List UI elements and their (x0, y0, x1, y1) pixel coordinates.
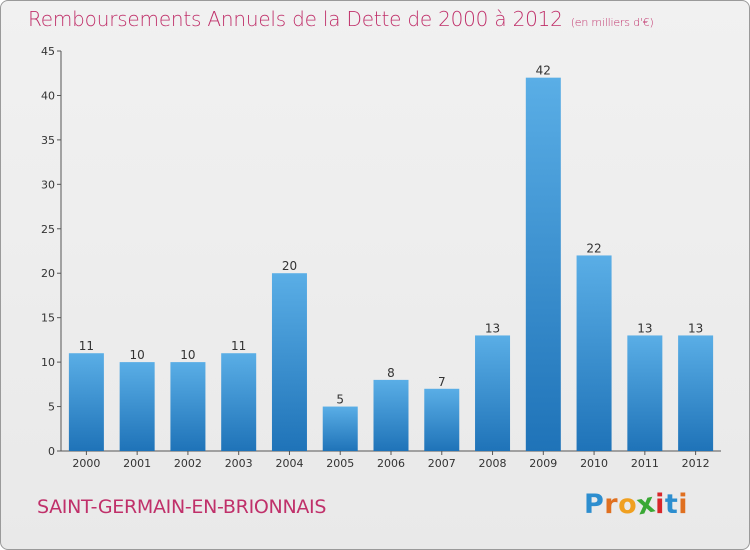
y-tick-label: 0 (48, 445, 55, 458)
commune-name: SAINT-GERMAIN-EN-BRIONNAIS (37, 496, 327, 518)
bar-chart: 0 5 10 15 20 25 30 35 40 45 2000 2001 2002 2003 2004 20… (41, 45, 721, 470)
x-tick-label: 2001 (123, 457, 151, 470)
bar-2008 (475, 335, 511, 451)
x-tick-label: 2000 (72, 457, 100, 470)
y-tick-label: 45 (41, 45, 55, 58)
value-label: 20 (282, 259, 297, 273)
logo-letter: i (655, 489, 665, 520)
y-tick-label: 10 (41, 356, 55, 369)
y-tick-label: 5 (48, 401, 55, 414)
x-tick-label: 2008 (479, 457, 507, 470)
y-tick-label: 25 (41, 223, 55, 236)
bar-2007 (424, 388, 460, 451)
value-label: 13 (688, 321, 703, 335)
logo-letter: o (618, 489, 638, 520)
bar-2011 (627, 335, 663, 451)
value-label: 10 (180, 348, 195, 362)
bar-2001 (119, 362, 155, 451)
bar-2010 (576, 255, 612, 451)
value-label: 22 (586, 241, 601, 255)
chart-title-text: Remboursements Annuels de la Dette de 20… (28, 7, 563, 31)
bar-2004 (271, 273, 307, 451)
y-tick-label: 20 (41, 267, 55, 280)
y-tick-label: 30 (41, 178, 55, 191)
value-label: 13 (485, 321, 500, 335)
value-label: 5 (336, 393, 344, 407)
x-tick-label: 2003 (225, 457, 253, 470)
x-tick-label: 2002 (174, 457, 202, 470)
value-label: 11 (231, 339, 246, 353)
x-tick-label: 2004 (275, 457, 303, 470)
axes: 0 5 10 15 20 25 30 35 40 45 2000 2001 2002 2003 2004 20… (41, 45, 721, 470)
x-tick-label: 2006 (377, 457, 405, 470)
proxiti-logo: Proxiti (584, 487, 689, 521)
bars (68, 77, 714, 452)
logo-letter: t (664, 489, 679, 520)
bar-2009 (525, 77, 561, 452)
y-tick-label: 35 (41, 134, 55, 147)
x-tick-label: 2011 (631, 457, 659, 470)
bar-2002 (170, 362, 206, 451)
bar-2000 (68, 353, 104, 451)
value-label: 7 (438, 375, 446, 389)
x-tick-label: 2012 (682, 457, 710, 470)
x-tick-label: 2005 (326, 457, 354, 470)
x-tick-label: 2010 (580, 457, 608, 470)
chart-title: Remboursements Annuels de la Dette de 20… (28, 7, 654, 31)
bar-2006 (373, 379, 409, 451)
value-label: 42 (536, 64, 551, 78)
logo-letter: i (678, 489, 689, 520)
value-labels: 11 10 10 11 20 5 8 7 13 42 22 13 13 (79, 64, 704, 407)
value-label: 11 (79, 339, 94, 353)
value-label: 10 (130, 348, 145, 362)
chart-subtitle: (en milliers d'€) (570, 16, 654, 29)
logo-letter: r (604, 489, 619, 520)
logo-letter: P (584, 489, 605, 520)
y-tick-label: 15 (41, 312, 55, 325)
y-tick-label: 40 (41, 89, 55, 102)
x-tick-label: 2009 (529, 457, 557, 470)
value-label: 13 (637, 321, 652, 335)
bar-2005 (322, 406, 358, 451)
bar-2003 (221, 353, 257, 451)
bar-2012 (678, 335, 714, 451)
value-label: 8 (387, 366, 395, 380)
x-tick-label: 2007 (428, 457, 456, 470)
